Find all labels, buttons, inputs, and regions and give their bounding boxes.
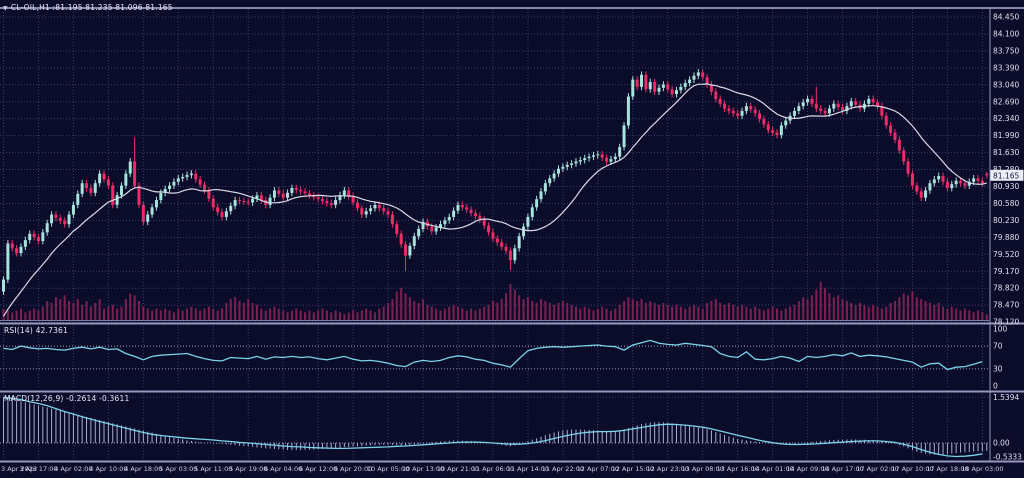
svg-text:14 Apr 01:00: 14 Apr 01:00 [751,465,793,473]
svg-text:5 Apr 03:00: 5 Apr 03:00 [159,465,197,473]
svg-text:81.990: 81.990 [993,131,1019,140]
svg-text:11 Apr 22:00: 11 Apr 22:00 [542,465,584,473]
svg-text:80.580: 80.580 [993,199,1019,208]
rsi-line [3,339,983,371]
svg-text:11 Apr 14:00: 11 Apr 14:00 [507,465,549,473]
macd-signal-line [3,396,983,458]
svg-text:78.470: 78.470 [993,301,1019,310]
svg-text:17 Apr 10:00: 17 Apr 10:00 [891,465,933,473]
svg-text:3 Apr 2023: 3 Apr 2023 [1,465,37,473]
svg-text:79.520: 79.520 [993,250,1019,259]
macd-axis[interactable]: 1.5394 0.00 -0.5333 [993,393,1022,462]
svg-text:81.165: 81.165 [993,171,1019,180]
svg-text:78.820: 78.820 [993,284,1019,293]
rsi-indicator-label: RSI(14) 42.7361 [4,326,68,335]
svg-text:6 Apr 20:00: 6 Apr 20:00 [334,465,372,473]
svg-text:70: 70 [993,342,1003,351]
svg-text:5 Apr 11:00: 5 Apr 11:00 [194,465,232,473]
svg-text:3 Apr 17:00: 3 Apr 17:00 [19,465,57,473]
candles [2,69,989,295]
svg-text:80.930: 80.930 [993,182,1019,191]
svg-text:10 Apr 21:00: 10 Apr 21:00 [437,465,479,473]
svg-text:79.170: 79.170 [993,267,1019,276]
svg-text:4 Apr 18:00: 4 Apr 18:00 [124,465,162,473]
svg-text:82.690: 82.690 [993,97,1019,106]
svg-text:13 Apr 16:00: 13 Apr 16:00 [716,465,758,473]
svg-text:17 Apr 18:00: 17 Apr 18:00 [926,465,968,473]
svg-text:5 Apr 19:00: 5 Apr 19:00 [229,465,267,473]
svg-text:4 Apr 10:00: 4 Apr 10:00 [89,465,127,473]
svg-text:6 Apr 04:00: 6 Apr 04:00 [264,465,302,473]
svg-text:18 Apr 03:00: 18 Apr 03:00 [961,465,1003,473]
volume-bars [0,282,989,321]
svg-text:-0.5333: -0.5333 [993,453,1022,462]
panel-separators [0,7,1024,463]
svg-text:10 Apr 13:00: 10 Apr 13:00 [402,465,444,473]
svg-text:6 Apr 12:00: 6 Apr 12:00 [299,465,337,473]
price-axis[interactable]: 84.450 84.100 83.750 83.390 83.040 82.690 82.3… [993,13,1019,327]
svg-text:0: 0 [993,382,998,391]
svg-text:83.750: 83.750 [993,46,1019,55]
svg-text:1.5394: 1.5394 [993,393,1019,402]
current-price-tag: 81.165 [990,169,1024,181]
svg-text:81.630: 81.630 [993,148,1019,157]
svg-text:17 Apr 02:00: 17 Apr 02:00 [856,465,898,473]
svg-text:79.880: 79.880 [993,233,1019,242]
svg-text:82.340: 82.340 [993,114,1019,123]
macd-indicator-label: MACD(12,26,9) -0.2614 -0.3611 [4,394,130,403]
svg-text:83.390: 83.390 [993,63,1019,72]
chart-title: ▼ CL-OIL,H1 :81.195 81.235 81.096 81.165 [3,3,173,12]
svg-text:13 Apr 08:00: 13 Apr 08:00 [682,465,724,473]
svg-text:14 Apr 09:00: 14 Apr 09:00 [786,465,828,473]
svg-text:12 Apr 23:00: 12 Apr 23:00 [647,465,689,473]
svg-text:78.120: 78.120 [993,318,1019,327]
symbol-ohlc-title: CL-OIL,H1 :81.195 81.235 81.096 81.165 [10,3,173,12]
svg-text:10 Apr 05:00: 10 Apr 05:00 [367,465,409,473]
chart-shift-icon: ▼ [3,5,8,12]
svg-text:12 Apr 07:00: 12 Apr 07:00 [577,465,619,473]
svg-text:4 Apr 02:00: 4 Apr 02:00 [54,465,92,473]
svg-text:80.230: 80.230 [993,216,1019,225]
svg-text:84.100: 84.100 [993,29,1019,38]
svg-text:11 Apr 06:00: 11 Apr 06:00 [472,465,514,473]
svg-text:30: 30 [993,364,1003,373]
svg-text:84.450: 84.450 [993,13,1019,22]
svg-text:14 Apr 17:00: 14 Apr 17:00 [821,465,863,473]
svg-text:100: 100 [993,325,1008,334]
svg-text:12 Apr 15:00: 12 Apr 15:00 [612,465,654,473]
svg-text:83.040: 83.040 [993,80,1019,89]
svg-text:0.00: 0.00 [993,439,1010,448]
svg-text:81.280: 81.280 [993,165,1019,174]
rsi-axis[interactable]: 100 70 30 0 [993,325,1008,391]
moving-average-line [2,83,987,317]
